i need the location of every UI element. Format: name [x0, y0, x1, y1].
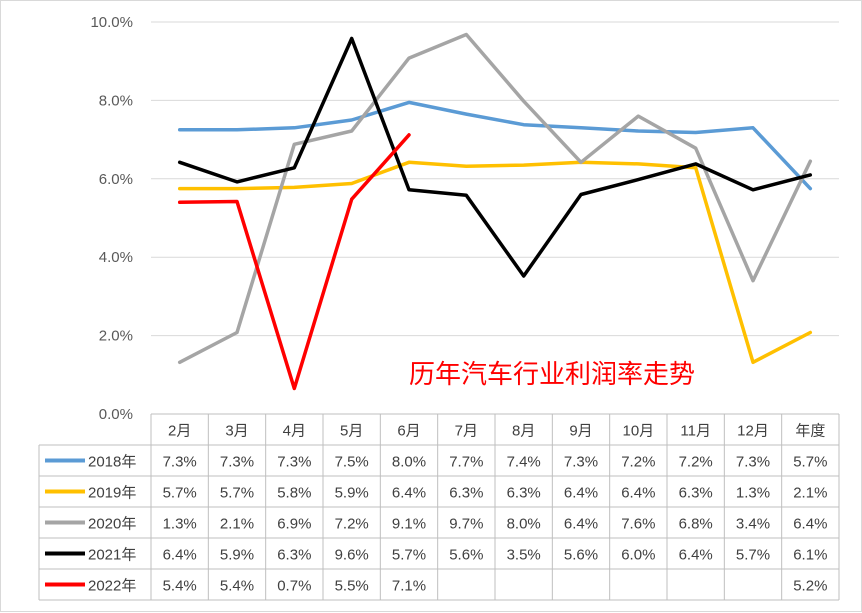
series-line-2018年 — [177, 100, 813, 191]
x-tick-label: 10月 — [622, 423, 654, 440]
data-label: 6.4% — [621, 485, 655, 502]
data-label: 9.1% — [392, 516, 426, 533]
data-label: 7.3% — [163, 454, 197, 471]
data-label: 6.3% — [277, 547, 311, 564]
x-tick-label: 年度 — [795, 423, 825, 440]
legend-entry: 2022年 — [88, 578, 136, 595]
legend-entry: 2019年 — [88, 485, 136, 502]
data-label: 6.8% — [679, 516, 713, 533]
y-tick-label: 10.0% — [90, 14, 133, 31]
data-label: 1.3% — [736, 485, 770, 502]
data-label: 6.4% — [679, 547, 713, 564]
data-label: 6.1% — [793, 547, 827, 564]
data-label: 8.0% — [392, 454, 426, 471]
data-label: 5.4% — [220, 578, 254, 595]
data-label: 5.7% — [220, 485, 254, 502]
data-label: 9.7% — [449, 516, 483, 533]
data-label: 9.6% — [335, 547, 369, 564]
data-label: 7.3% — [564, 454, 598, 471]
data-label: 6.3% — [449, 485, 483, 502]
x-tick-label: 11月 — [680, 423, 711, 440]
x-tick-label: 12月 — [737, 423, 769, 440]
data-label: 7.3% — [220, 454, 254, 471]
y-tick-label: 2.0% — [99, 328, 133, 345]
data-table: 2月 3月 4月 5月 6月 7月 8月 9月 10月 11月 12月 年度 2018年 7.3% 7.3%… — [38, 413, 840, 601]
y-tick-label: 4.0% — [99, 249, 133, 266]
data-label: 5.4% — [163, 578, 197, 595]
y-tick-label: 8.0% — [99, 92, 133, 109]
data-label: 7.5% — [335, 454, 369, 471]
series-lines — [177, 32, 813, 391]
x-tick-label: 4月 — [283, 423, 306, 440]
data-label: 6.4% — [564, 516, 598, 533]
x-tick-label: 3月 — [225, 423, 248, 440]
data-label: 7.4% — [507, 454, 541, 471]
legend-entry: 2021年 — [88, 547, 136, 564]
legend-entry: 2020年 — [88, 516, 136, 533]
data-label: 7.2% — [335, 516, 369, 533]
data-label: 3.5% — [507, 547, 541, 564]
data-label: 5.7% — [793, 454, 827, 471]
data-label: 5.7% — [392, 547, 426, 564]
data-label: 5.8% — [277, 485, 311, 502]
data-label: 6.0% — [621, 547, 655, 564]
series-line-2021年 — [177, 36, 813, 278]
x-tick-label: 6月 — [397, 423, 420, 440]
data-label: 7.7% — [449, 454, 483, 471]
data-label: 7.2% — [621, 454, 655, 471]
data-label: 7.3% — [736, 454, 770, 471]
chart-title: 历年汽车行业利润率走势 — [409, 360, 695, 390]
data-label: 6.3% — [507, 485, 541, 502]
data-label: 8.0% — [507, 516, 541, 533]
data-label: 0.7% — [277, 578, 311, 595]
series-line-2022年 — [177, 133, 411, 391]
data-label: 6.4% — [793, 516, 827, 533]
y-tick-label: 6.0% — [99, 171, 133, 188]
series-line-2019年 — [177, 160, 813, 365]
data-label: 5.2% — [793, 578, 827, 595]
data-label: 5.7% — [163, 485, 197, 502]
data-label: 6.4% — [163, 547, 197, 564]
x-tick-label: 9月 — [569, 423, 592, 440]
data-label: 7.6% — [621, 516, 655, 533]
x-tick-label: 7月 — [455, 423, 478, 440]
legend-entry: 2018年 — [88, 454, 136, 471]
series-line-2020年 — [177, 32, 813, 365]
data-label: 6.9% — [277, 516, 311, 533]
data-label: 5.7% — [736, 547, 770, 564]
data-label: 6.4% — [392, 485, 426, 502]
x-tick-label: 5月 — [340, 423, 363, 440]
data-label: 5.9% — [335, 485, 369, 502]
data-label: 2.1% — [793, 485, 827, 502]
data-label: 1.3% — [163, 516, 197, 533]
data-label: 7.2% — [679, 454, 713, 471]
data-label: 3.4% — [736, 516, 770, 533]
y-axis-tick-labels: 0.0% 2.0% 4.0% 6.0% 8.0% 10.0% — [90, 14, 133, 423]
data-label: 6.3% — [679, 485, 713, 502]
data-label: 5.6% — [564, 547, 598, 564]
x-tick-label: 8月 — [512, 423, 535, 440]
data-label: 7.1% — [392, 578, 426, 595]
data-label: 7.3% — [277, 454, 311, 471]
data-label: 5.9% — [220, 547, 254, 564]
gridlines — [151, 21, 839, 337]
data-label: 5.6% — [449, 547, 483, 564]
y-tick-label: 0.0% — [99, 406, 133, 423]
x-tick-label: 2月 — [168, 423, 191, 440]
data-label: 6.4% — [564, 485, 598, 502]
data-label: 2.1% — [220, 516, 254, 533]
data-label: 5.5% — [335, 578, 369, 595]
